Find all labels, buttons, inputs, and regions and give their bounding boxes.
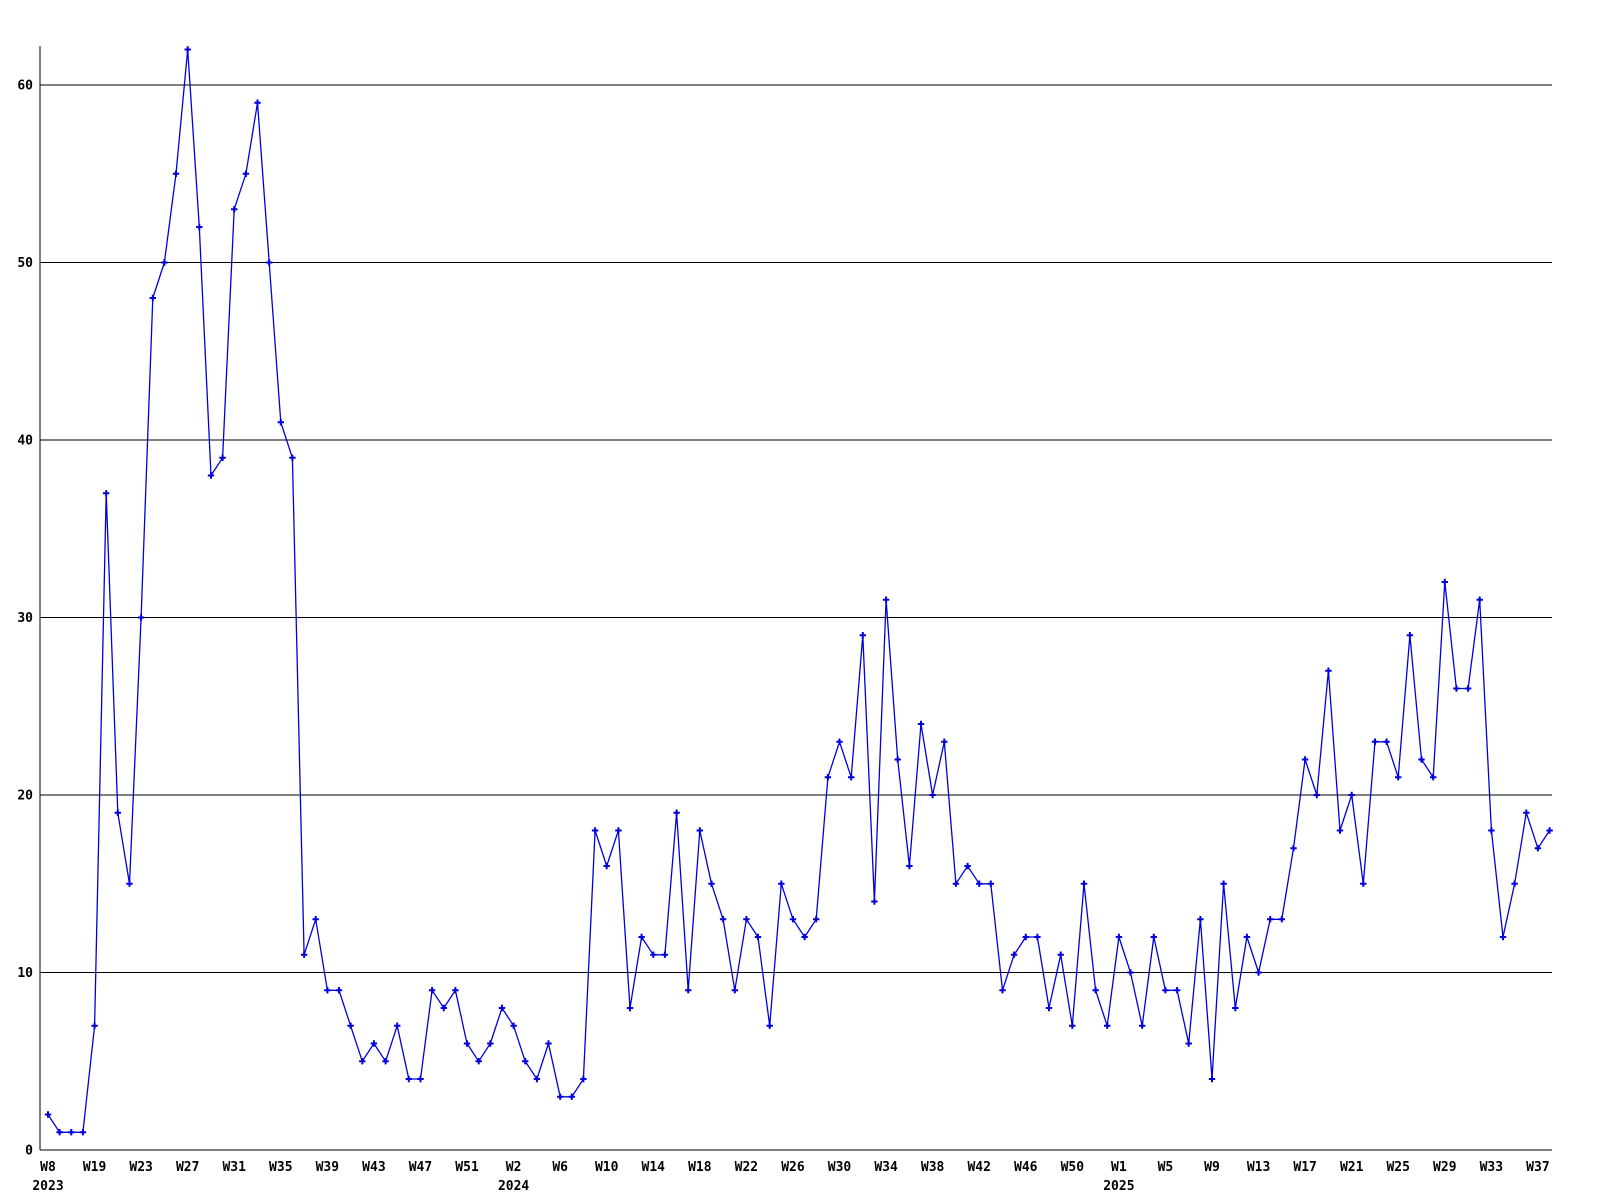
x-tick-label: W34 xyxy=(874,1160,898,1175)
year-label: 2023 xyxy=(32,1179,63,1194)
data-line xyxy=(47,48,1551,1133)
year-label: 2025 xyxy=(1103,1179,1134,1194)
x-tick-label: W51 xyxy=(455,1160,479,1175)
x-tick-label: W25 xyxy=(1386,1160,1409,1175)
x-tick-label: W35 xyxy=(269,1160,292,1175)
x-tick-label: W2 xyxy=(506,1160,522,1175)
year-label: 2024 xyxy=(498,1179,529,1194)
x-tick-label: W29 xyxy=(1433,1160,1456,1175)
x-axis-labels: W8 W19 W23 W27 W31 W35 W39 W43 W47 W51 W2 W6 W10 W14 W… xyxy=(32,1160,1549,1194)
x-tick-label: W1 xyxy=(1111,1160,1127,1175)
x-tick-label: W17 xyxy=(1293,1160,1316,1175)
y-tick-label: 50 xyxy=(17,256,33,271)
x-tick-label: W38 xyxy=(921,1160,945,1175)
x-tick-label: W50 xyxy=(1061,1160,1085,1175)
y-tick-label: 0 xyxy=(25,1144,33,1159)
x-tick-label: W22 xyxy=(735,1160,758,1175)
y-tick-label: 30 xyxy=(17,611,33,626)
x-tick-label: W6 xyxy=(552,1160,568,1175)
x-tick-label: W27 xyxy=(176,1160,199,1175)
y-tick-label: 10 xyxy=(17,966,33,981)
x-tick-label: W37 xyxy=(1526,1160,1549,1175)
x-tick-label: W14 xyxy=(642,1160,666,1175)
gridlines xyxy=(40,84,1552,1151)
x-tick-label: W19 xyxy=(83,1160,106,1175)
y-tick-label: 40 xyxy=(17,434,33,449)
x-tick-label: W9 xyxy=(1204,1160,1220,1175)
x-tick-label: W30 xyxy=(828,1160,852,1175)
x-tick-label: W21 xyxy=(1340,1160,1364,1175)
x-tick-label: W33 xyxy=(1480,1160,1503,1175)
x-tick-label: W13 xyxy=(1247,1160,1270,1175)
x-tick-label: W43 xyxy=(362,1160,385,1175)
x-tick-label: W31 xyxy=(222,1160,246,1175)
x-tick-label: W10 xyxy=(595,1160,619,1175)
x-tick-label: W47 xyxy=(409,1160,432,1175)
x-tick-label: W8 xyxy=(40,1160,56,1175)
y-axis-labels: 0 10 20 30 40 50 60 xyxy=(17,79,33,1159)
x-tick-label: W23 xyxy=(129,1160,152,1175)
x-tick-label: W39 xyxy=(316,1160,339,1175)
x-tick-label: W46 xyxy=(1014,1160,1038,1175)
x-tick-label: W42 xyxy=(967,1160,990,1175)
y-tick-label: 20 xyxy=(17,789,33,804)
y-tick-label: 60 xyxy=(17,79,33,94)
x-tick-label: W26 xyxy=(781,1160,805,1175)
data-point-markers xyxy=(44,46,1553,1136)
x-tick-label: W5 xyxy=(1158,1160,1174,1175)
x-tick-label: W18 xyxy=(688,1160,712,1175)
